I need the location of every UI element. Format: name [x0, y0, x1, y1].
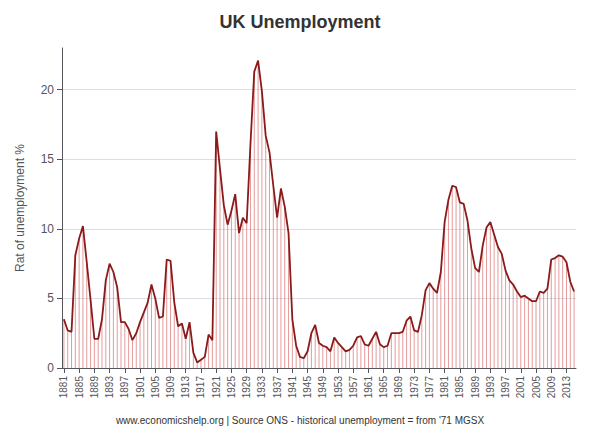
svg-text:1981: 1981	[439, 376, 450, 399]
svg-text:0: 0	[47, 361, 54, 375]
svg-text:1989: 1989	[470, 376, 481, 399]
svg-text:Rat of unemployment %: Rat of unemployment %	[13, 144, 27, 272]
svg-text:20: 20	[41, 83, 55, 97]
svg-text:1925: 1925	[226, 376, 237, 399]
svg-text:5: 5	[47, 291, 54, 305]
svg-text:1913: 1913	[180, 376, 191, 399]
svg-text:1885: 1885	[74, 376, 85, 399]
svg-text:1957: 1957	[348, 376, 359, 399]
svg-text:10: 10	[41, 222, 55, 236]
svg-text:1917: 1917	[195, 376, 206, 399]
svg-text:1929: 1929	[241, 376, 252, 399]
svg-text:1881: 1881	[58, 376, 69, 399]
svg-text:15: 15	[41, 152, 55, 166]
svg-text:1949: 1949	[317, 376, 328, 399]
svg-text:www.economicshelp.org | Source: www.economicshelp.org | Source ONS - his…	[115, 415, 485, 426]
svg-text:1905: 1905	[150, 376, 161, 399]
svg-text:UK Unemployment: UK Unemployment	[219, 12, 380, 32]
svg-text:1953: 1953	[333, 376, 344, 399]
svg-text:1901: 1901	[135, 376, 146, 399]
svg-text:1961: 1961	[363, 376, 374, 399]
svg-text:1965: 1965	[378, 376, 389, 399]
svg-text:2005: 2005	[531, 376, 542, 399]
svg-text:1893: 1893	[104, 376, 115, 399]
svg-text:1889: 1889	[89, 376, 100, 399]
svg-text:1897: 1897	[119, 376, 130, 399]
svg-text:1937: 1937	[272, 376, 283, 399]
svg-text:1997: 1997	[500, 376, 511, 399]
svg-text:1945: 1945	[302, 376, 313, 399]
svg-text:1941: 1941	[287, 376, 298, 399]
svg-text:1909: 1909	[165, 376, 176, 399]
svg-text:1969: 1969	[393, 376, 404, 399]
svg-text:1977: 1977	[424, 376, 435, 399]
svg-text:2001: 2001	[515, 376, 526, 399]
svg-text:1985: 1985	[454, 376, 465, 399]
svg-text:1933: 1933	[256, 376, 267, 399]
svg-text:1973: 1973	[409, 376, 420, 399]
svg-text:1993: 1993	[485, 376, 496, 399]
svg-text:1921: 1921	[211, 376, 222, 399]
svg-text:2013: 2013	[561, 376, 572, 399]
svg-text:2009: 2009	[546, 376, 557, 399]
